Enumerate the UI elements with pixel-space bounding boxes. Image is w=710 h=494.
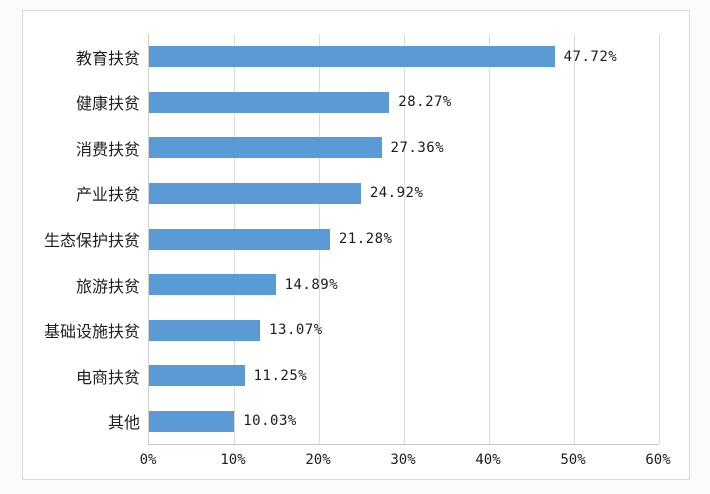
value-label: 11.25% xyxy=(253,367,308,384)
bar-track: 27.36% xyxy=(149,125,659,171)
bar xyxy=(149,182,361,204)
value-label: 28.27% xyxy=(398,94,452,111)
bar-track: 14.89% xyxy=(149,262,659,308)
x-tick-label: 0% xyxy=(139,452,157,468)
bar xyxy=(149,319,261,341)
bar xyxy=(149,46,555,68)
value-label: 27.36% xyxy=(390,139,445,156)
bar xyxy=(149,410,235,432)
x-tick-label: 50% xyxy=(560,452,586,468)
bar-row: 电商扶贫 11.25% xyxy=(23,353,659,399)
value-label: 10.03% xyxy=(243,413,297,430)
category-label: 电商扶贫 xyxy=(75,367,140,387)
gridline xyxy=(659,34,660,444)
category-label: 生态保护扶贫 xyxy=(43,231,140,251)
x-tick-label: 30% xyxy=(390,452,416,468)
category-label: 健康扶贫 xyxy=(75,94,140,114)
bar-row: 生态保护扶贫 21.28% xyxy=(23,216,659,262)
category-label: 消费扶贫 xyxy=(75,139,140,159)
bar xyxy=(149,137,382,159)
x-tick-label: 40% xyxy=(475,452,501,468)
bar-track: 11.25% xyxy=(149,353,659,399)
gridline xyxy=(404,34,405,444)
bar-row: 其他 10.03% xyxy=(23,399,659,445)
bar xyxy=(149,365,245,387)
gridline xyxy=(489,34,490,444)
bar-track: 13.07% xyxy=(149,307,659,353)
value-label: 13.07% xyxy=(269,322,323,339)
bar-rows: 教育扶贫 47.72% 健康扶贫 28.27% 消费扶贫 27.36% 产业扶贫 24.92%… xyxy=(23,34,659,444)
value-label: 24.92% xyxy=(369,185,424,202)
bar xyxy=(149,228,330,250)
value-label: 21.28% xyxy=(338,231,393,248)
bar-track: 21.28% xyxy=(149,216,659,262)
x-tick-label: 20% xyxy=(305,452,331,468)
bar-row: 产业扶贫 24.92% xyxy=(23,171,659,217)
bar-row: 旅游扶贫 14.89% xyxy=(23,262,659,308)
chart-area: 教育扶贫 47.72% 健康扶贫 28.27% 消费扶贫 27.36% 产业扶贫 24.92%… xyxy=(22,10,690,480)
category-label: 教育扶贫 xyxy=(75,48,140,68)
bar-row: 基础设施扶贫 13.07% xyxy=(23,307,659,353)
bar-track: 24.92% xyxy=(149,171,659,217)
bar-track: 10.03% xyxy=(149,399,659,445)
category-label: 其他 xyxy=(107,413,140,433)
x-tick-label: 10% xyxy=(220,452,246,468)
bar-row: 消费扶贫 27.36% xyxy=(23,125,659,171)
bar-row: 健康扶贫 28.27% xyxy=(23,80,659,126)
category-label: 旅游扶贫 xyxy=(75,276,140,296)
bar-track: 47.72% xyxy=(149,34,659,80)
gridline xyxy=(574,34,575,444)
category-label: 产业扶贫 xyxy=(75,185,140,205)
value-label: 47.72% xyxy=(563,48,618,65)
bar-track: 28.27% xyxy=(149,80,659,126)
bar xyxy=(149,274,276,296)
x-tick-label: 60% xyxy=(645,452,671,468)
bar xyxy=(149,91,390,113)
x-axis-ticks: 0% 10% 20% 30% 40% 50% 60% xyxy=(140,452,671,474)
value-label: 14.89% xyxy=(284,276,339,293)
category-label: 基础设施扶贫 xyxy=(43,322,140,342)
bar-row: 教育扶贫 47.72% xyxy=(23,34,659,80)
